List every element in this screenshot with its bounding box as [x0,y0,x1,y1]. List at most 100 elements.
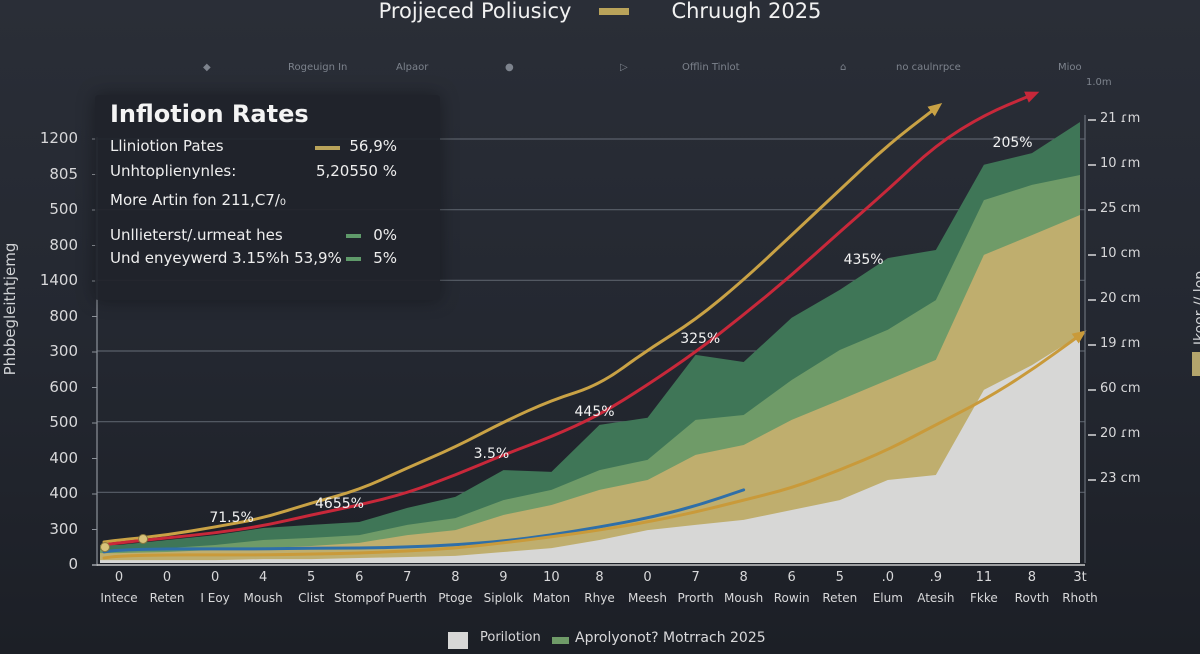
series-line [102,103,943,544]
y-right-tick-label: 10 ɾm [1100,156,1141,171]
legend-label: Porilotion [480,630,541,645]
legend-swatch-aprolyonot [552,637,569,644]
legend-row-value: 0% [373,226,397,244]
x-tick-number: 0 [643,570,652,585]
x-tick-label: Puerth [387,591,427,605]
markers [100,533,149,553]
x-tick-number: 7 [403,570,412,585]
title-left: Projjeced Poliusicy [378,0,572,23]
x-tick-label: Reten [149,591,185,605]
toolbar-item-offline[interactable]: Offlin Tinlot [682,62,740,73]
x-tick-label: Intece [100,591,138,605]
y-tick-label: 1400 [39,271,78,289]
x-tick-number: 4 [259,570,268,585]
x-tick-label: Clist [298,591,325,605]
x-tick-number: 5 [835,570,844,585]
y-right-tick-label: 23 cm [1100,471,1141,486]
x-tick-label: Ptoge [438,591,473,605]
x-tick-number: .0 [881,570,894,585]
legend-row-label: Unllieterst/.urmeat hes [110,226,283,244]
y-axis-title: Phbbegleithtjemg [1,242,19,376]
legend-row-label: Lliniotion Pates [110,137,224,155]
y-tick-label: 500 [49,413,78,431]
series-line [102,488,746,554]
x-tick-label: Reten [822,591,858,605]
x-tick-label: Rhye [584,591,615,605]
legend-row-value: 56,9% [349,137,397,155]
shield-icon[interactable]: ◆ [203,62,211,73]
legend-label: Aprolyonot? Motrrach 2025 [575,630,766,646]
legend-row-label: Unhtoplienynles: [110,162,237,180]
x-tick-label: Rovth [1014,591,1050,605]
x-tick-number: .9 [929,570,943,585]
legend-panel [95,95,440,300]
y-right-tick-label: 25 cm [1100,201,1141,216]
data-point-marker [100,542,110,553]
x-tick-label: Fkke [970,591,998,605]
x-tick-number: 6 [787,570,796,585]
x-tick-number: 10 [543,570,560,585]
x-tick-label: Maton [532,591,571,605]
y-tick-label: 800 [49,306,78,325]
toolbar-item-mioo[interactable]: Mioo [1058,62,1082,73]
series-line [102,330,1087,560]
legend-row-value: 5% [373,249,397,267]
y-tick-label: 300 [49,342,78,360]
legend-row-swatch [346,257,361,261]
x-tick-label: Meesh [628,591,668,605]
x-tick-number: 7 [691,570,700,585]
data-label: 325% [680,331,721,348]
legend-row-value: 5,20550 % [315,162,397,180]
legend-panel-title: Inflotion Rates [110,100,309,128]
toolbar-item-caulnrpce[interactable]: no caulnrpce [896,62,961,73]
y-right-tick-label: 20 cm [1100,291,1141,306]
x-tick-label: Siplolk [483,591,524,605]
gear-icon[interactable]: ● [505,62,514,73]
x-tick-label: Rhoth [1062,591,1098,605]
x-tick-number: 8 [595,570,604,585]
area-series-band [100,335,1080,563]
x-tick-number: 8 [739,570,748,585]
y-tick-label: 805 [49,164,78,183]
toolbar-item-alpaor[interactable]: Alpaor [396,62,429,73]
x-tick-number: 11 [975,570,993,585]
home-icon[interactable]: ⌂ [840,62,847,73]
zoom-readout: 1.0m [1086,77,1112,88]
x-tick-label: Prorth [677,591,714,605]
y-tick-label: 400 [49,448,78,467]
x-tick-number: 0 [162,570,172,585]
area-series-band [100,214,1080,563]
right-axis-swatch [1192,352,1200,376]
x-tick-label: Rowin [773,591,810,605]
line-series [102,91,1087,560]
data-label: 71.5% [209,509,254,526]
y-tick-label: 0 [68,555,78,573]
x-tick-number: 9 [499,570,508,585]
y-right-tick-label: 10 cm [1100,246,1141,261]
y-tick-label: 600 [49,377,78,396]
x-tick-label: Moush [243,591,283,605]
y-tick-label: 1200 [39,129,78,147]
y-right-tick-label: 20 ɾm [1100,426,1141,441]
legend-row-label: More Artin fon 211,C7/₀ [110,191,286,209]
y-tick-label: 500 [49,200,78,218]
title-swatch [599,7,630,15]
y-right-tick-label: 19 ɾm [1100,336,1141,351]
data-label: 435% [843,251,884,268]
data-label: 3.5% [473,446,510,463]
toolbar-item-login[interactable]: Rogeuign In [288,62,348,73]
x-tick-label: Elum [872,591,903,605]
y-tick-label: 400 [49,484,78,502]
data-label: 4655% [315,495,364,512]
x-tick-number: 0 [114,570,124,585]
play-icon[interactable]: ▷ [620,62,628,73]
chart-title: Projjeced Poliusicy Chruugh 2025 [0,0,1200,23]
x-tick-number: 6 [355,570,364,585]
title-right: Chruugh 2025 [671,0,822,23]
y-right-tick-label: 60 cm [1100,381,1141,396]
legend-row-swatch [346,234,361,238]
data-label: 445% [574,403,615,420]
y-right-tick-label: 21 ɾm [1100,111,1141,126]
data-point-marker [138,533,149,544]
